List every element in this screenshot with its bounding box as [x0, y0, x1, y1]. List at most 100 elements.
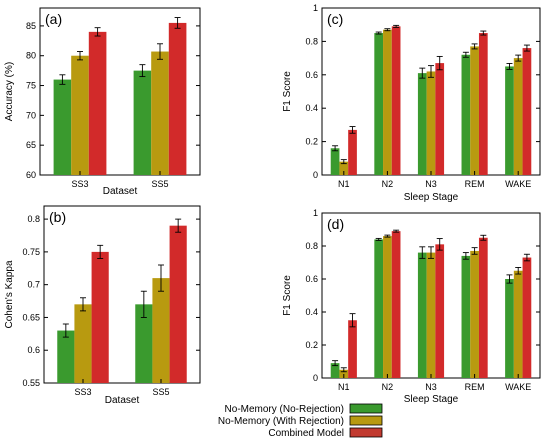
legend-swatch — [349, 415, 383, 426]
bar-wake-series-1 — [513, 58, 523, 175]
panel-label: (a) — [45, 11, 62, 27]
y-axis-label: Cohen's Kappa — [4, 260, 15, 329]
chart-b: 0.55 0.6 0.65 0.7 0.75 0.8 SS3 SS5 (b) Dataset Coh… — [4, 205, 201, 406]
legend-label: No-Memory (No-Rejection) — [225, 404, 344, 415]
bar-n1-series-2 — [348, 320, 357, 378]
bar-wake-series-0 — [505, 66, 514, 175]
y-tick-label: 0.8 — [27, 214, 40, 224]
bar-rem-series-1 — [470, 250, 479, 378]
x-axis-label: Sleep Stage — [404, 192, 459, 203]
bar-n3-series-1 — [426, 71, 436, 175]
bar-ss3-series-0 — [57, 330, 75, 383]
x-tick-label: N1 — [338, 382, 350, 392]
y-tick-label: 0 — [313, 170, 318, 180]
y-tick-label: 0.65 — [22, 312, 40, 322]
y-tick-label: 0.4 — [305, 307, 318, 317]
panel-label: (d) — [327, 216, 344, 232]
y-tick-label: 0.8 — [305, 36, 318, 46]
y-tick-label: 85 — [26, 21, 36, 31]
y-tick-label: 65 — [26, 140, 36, 150]
chart-a: 60 65 70 75 80 85 SS3 SS5 (a) Dataset Accuracy (%) — [4, 7, 201, 197]
bar-n1-series-1 — [339, 161, 349, 175]
x-tick-label: N2 — [382, 382, 394, 392]
bar-n2-series-1 — [383, 29, 392, 176]
legend-swatch — [349, 403, 383, 414]
bar-n3-series-0 — [417, 252, 427, 378]
bar-n1-series-2 — [348, 129, 357, 175]
bar-wake-series-2 — [522, 48, 532, 175]
plot-frame — [43, 205, 201, 384]
panel-label: (b) — [49, 209, 66, 225]
y-tick-label: 0.75 — [22, 247, 40, 257]
bar-n2-series-0 — [374, 33, 384, 175]
legend-label: Combined Model — [268, 428, 344, 439]
chart-d: 0 0.2 0.4 0.6 0.8 1 N1 N2 N3 REM WAKE (d) Sleep Stag… — [282, 208, 541, 405]
x-axis-label: Dataset — [105, 395, 140, 406]
bar-rem-series-2 — [478, 237, 488, 378]
bar-wake-series-2 — [522, 257, 532, 378]
y-tick-label: 0.6 — [305, 274, 318, 284]
bar-n1-series-0 — [330, 148, 340, 175]
bar-rem-series-0 — [461, 54, 471, 176]
bar-ss5-series-0 — [135, 304, 153, 383]
bar-ss3-series-0 — [53, 79, 72, 175]
bar-n3-series-2 — [435, 63, 445, 175]
bar-rem-series-2 — [478, 33, 488, 175]
bar-wake-series-1 — [513, 270, 523, 378]
bar-ss3-series-2 — [91, 251, 109, 383]
x-axis-label: Sleep Stage — [404, 394, 459, 405]
bar-n3-series-0 — [417, 73, 427, 175]
bar-n1-series-0 — [330, 363, 340, 378]
x-axis-label: Dataset — [103, 186, 138, 197]
bar-ss5-series-2 — [169, 225, 187, 383]
legend-label: No-Memory (With Rejection) — [218, 416, 344, 427]
x-tick-label: N1 — [338, 179, 350, 189]
y-tick-label: 75 — [26, 81, 36, 91]
y-tick-label: 0.2 — [305, 340, 318, 350]
bar-ss5-series-2 — [168, 22, 187, 175]
bar-wake-series-0 — [505, 279, 514, 378]
y-tick-label: 0.2 — [305, 137, 318, 147]
bar-ss3-series-1 — [71, 55, 89, 175]
bar-n1-series-1 — [339, 369, 349, 378]
bar-n2-series-0 — [374, 239, 384, 378]
y-tick-label: 1 — [313, 3, 318, 13]
x-tick-label: SS3 — [74, 387, 91, 397]
bar-ss5-series-0 — [133, 70, 152, 175]
y-axis-label: F1 Score — [282, 275, 293, 316]
bar-n3-series-1 — [426, 252, 436, 378]
y-tick-label: 0.8 — [305, 241, 318, 251]
bar-ss3-series-2 — [88, 31, 107, 175]
y-tick-label: 70 — [26, 110, 36, 120]
x-tick-label: SS3 — [71, 179, 88, 189]
plot-frame — [39, 7, 201, 176]
y-tick-label: 0 — [313, 373, 318, 383]
legend-swatch — [349, 427, 383, 438]
x-tick-label: REM — [465, 179, 485, 189]
bar-n2-series-2 — [391, 231, 401, 378]
x-tick-label: N3 — [425, 382, 437, 392]
y-tick-label: 80 — [26, 51, 36, 61]
x-tick-label: SS5 — [152, 387, 169, 397]
y-tick-label: 0.4 — [305, 103, 318, 113]
bar-ss3-series-1 — [74, 304, 92, 383]
y-axis-label: Accuracy (%) — [4, 62, 15, 121]
y-axis-label: F1 Score — [282, 71, 293, 112]
bar-n3-series-2 — [435, 244, 445, 378]
y-tick-label: 0.6 — [305, 70, 318, 80]
x-tick-label: REM — [465, 382, 485, 392]
x-tick-label: WAKE — [505, 179, 531, 189]
x-tick-label: WAKE — [505, 382, 531, 392]
bar-rem-series-0 — [461, 255, 471, 378]
y-tick-label: 60 — [26, 170, 36, 180]
x-tick-label: N3 — [425, 179, 437, 189]
chart-c: 0 0.2 0.4 0.6 0.8 1 N1 N2 N3 REM WAKE (c) Sleep Stag… — [282, 3, 541, 203]
x-tick-label: SS5 — [151, 179, 168, 189]
bar-n2-series-1 — [383, 236, 392, 378]
legend: No-Memory (No-Rejection)No-Memory (With … — [218, 403, 383, 439]
y-tick-label: 0.55 — [22, 378, 40, 388]
bar-rem-series-1 — [470, 46, 479, 175]
y-tick-label: 0.6 — [27, 345, 40, 355]
bar-ss5-series-1 — [152, 278, 170, 383]
y-tick-label: 1 — [313, 208, 318, 218]
